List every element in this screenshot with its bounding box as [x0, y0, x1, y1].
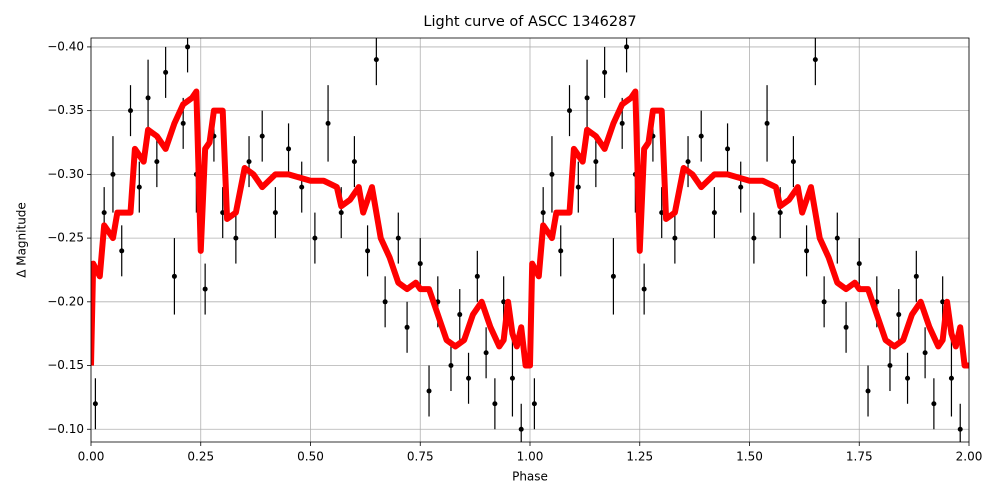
data-point [128, 108, 134, 114]
data-point [101, 210, 107, 216]
data-point [171, 273, 177, 279]
data-point [711, 210, 717, 216]
data-point [466, 375, 472, 381]
data-point [136, 184, 142, 190]
data-point [299, 184, 305, 190]
data-point [896, 312, 902, 318]
y-tick-label: −0.20 [47, 294, 84, 308]
x-tick-label: 0.75 [407, 450, 434, 464]
data-point [738, 184, 744, 190]
data-point [685, 159, 691, 165]
data-point [509, 375, 515, 381]
data-point [373, 57, 379, 63]
data-point [834, 235, 840, 241]
data-point [180, 120, 186, 126]
data-point [751, 235, 757, 241]
data-point [365, 248, 371, 254]
data-point [619, 120, 625, 126]
data-point [922, 350, 928, 356]
x-tick-label: 0.00 [78, 450, 105, 464]
data-point [624, 44, 630, 50]
y-tick-label: −0.25 [47, 231, 84, 245]
data-point [602, 69, 608, 75]
x-axis-label: Phase [512, 470, 548, 484]
data-point [913, 273, 919, 279]
y-axis-label: Δ Magnitude [15, 202, 29, 278]
data-point [790, 159, 796, 165]
data-point [119, 248, 125, 254]
data-point [812, 57, 818, 63]
data-point [154, 159, 160, 165]
data-point [457, 312, 463, 318]
data-point [448, 363, 454, 369]
data-point [575, 184, 581, 190]
data-point [549, 171, 555, 177]
data-point [531, 401, 537, 407]
data-point [593, 159, 599, 165]
data-point [584, 95, 590, 101]
x-tick-label: 0.25 [187, 450, 214, 464]
data-point [259, 133, 265, 139]
data-point [110, 171, 116, 177]
data-point [725, 146, 731, 152]
data-point [905, 375, 911, 381]
x-tick-label: 2.00 [956, 450, 983, 464]
data-point [764, 120, 770, 126]
data-point [843, 324, 849, 330]
data-point [777, 210, 783, 216]
data-point [948, 375, 954, 381]
data-point [382, 299, 388, 305]
data-point [567, 108, 573, 114]
data-point [931, 401, 937, 407]
x-tick-label: 0.50 [297, 450, 324, 464]
model-curve [91, 88, 969, 369]
data-point [821, 299, 827, 305]
data-point [202, 286, 208, 292]
data-point [804, 248, 810, 254]
data-point [641, 286, 647, 292]
data-point [492, 401, 498, 407]
data-point [395, 235, 401, 241]
data-point [540, 210, 546, 216]
y-tick-label: −0.30 [47, 167, 84, 181]
data-point [518, 426, 524, 432]
data-point [856, 261, 862, 267]
data-point [672, 235, 678, 241]
data-point [92, 401, 98, 407]
y-tick-label: −0.40 [47, 39, 84, 53]
data-point [145, 95, 151, 101]
data-point [404, 324, 410, 330]
data-point [233, 235, 239, 241]
data-point [163, 69, 169, 75]
data-point [325, 120, 331, 126]
y-tick-label: −0.10 [47, 422, 84, 436]
data-point [610, 273, 616, 279]
data-point [286, 146, 292, 152]
data-point [865, 388, 871, 394]
x-tick-label: 1.25 [626, 450, 653, 464]
data-point [312, 235, 318, 241]
data-point [558, 248, 564, 254]
data-point [698, 133, 704, 139]
plot-area [91, 38, 969, 442]
x-tick-label: 1.00 [517, 450, 544, 464]
data-point [272, 210, 278, 216]
data-point [417, 261, 423, 267]
data-point [887, 363, 893, 369]
data-point [338, 210, 344, 216]
chart-title: Light curve of ASCC 1346287 [423, 14, 636, 30]
data-point [246, 159, 252, 165]
data-point [957, 426, 963, 432]
x-tick-label: 1.75 [846, 450, 873, 464]
y-tick-label: −0.15 [47, 358, 84, 372]
data-point [351, 159, 357, 165]
data-point [426, 388, 432, 394]
y-tick-label: −0.35 [47, 103, 84, 117]
x-tick-label: 1.50 [736, 450, 763, 464]
data-point [483, 350, 489, 356]
data-point [185, 44, 191, 50]
data-point [474, 273, 480, 279]
